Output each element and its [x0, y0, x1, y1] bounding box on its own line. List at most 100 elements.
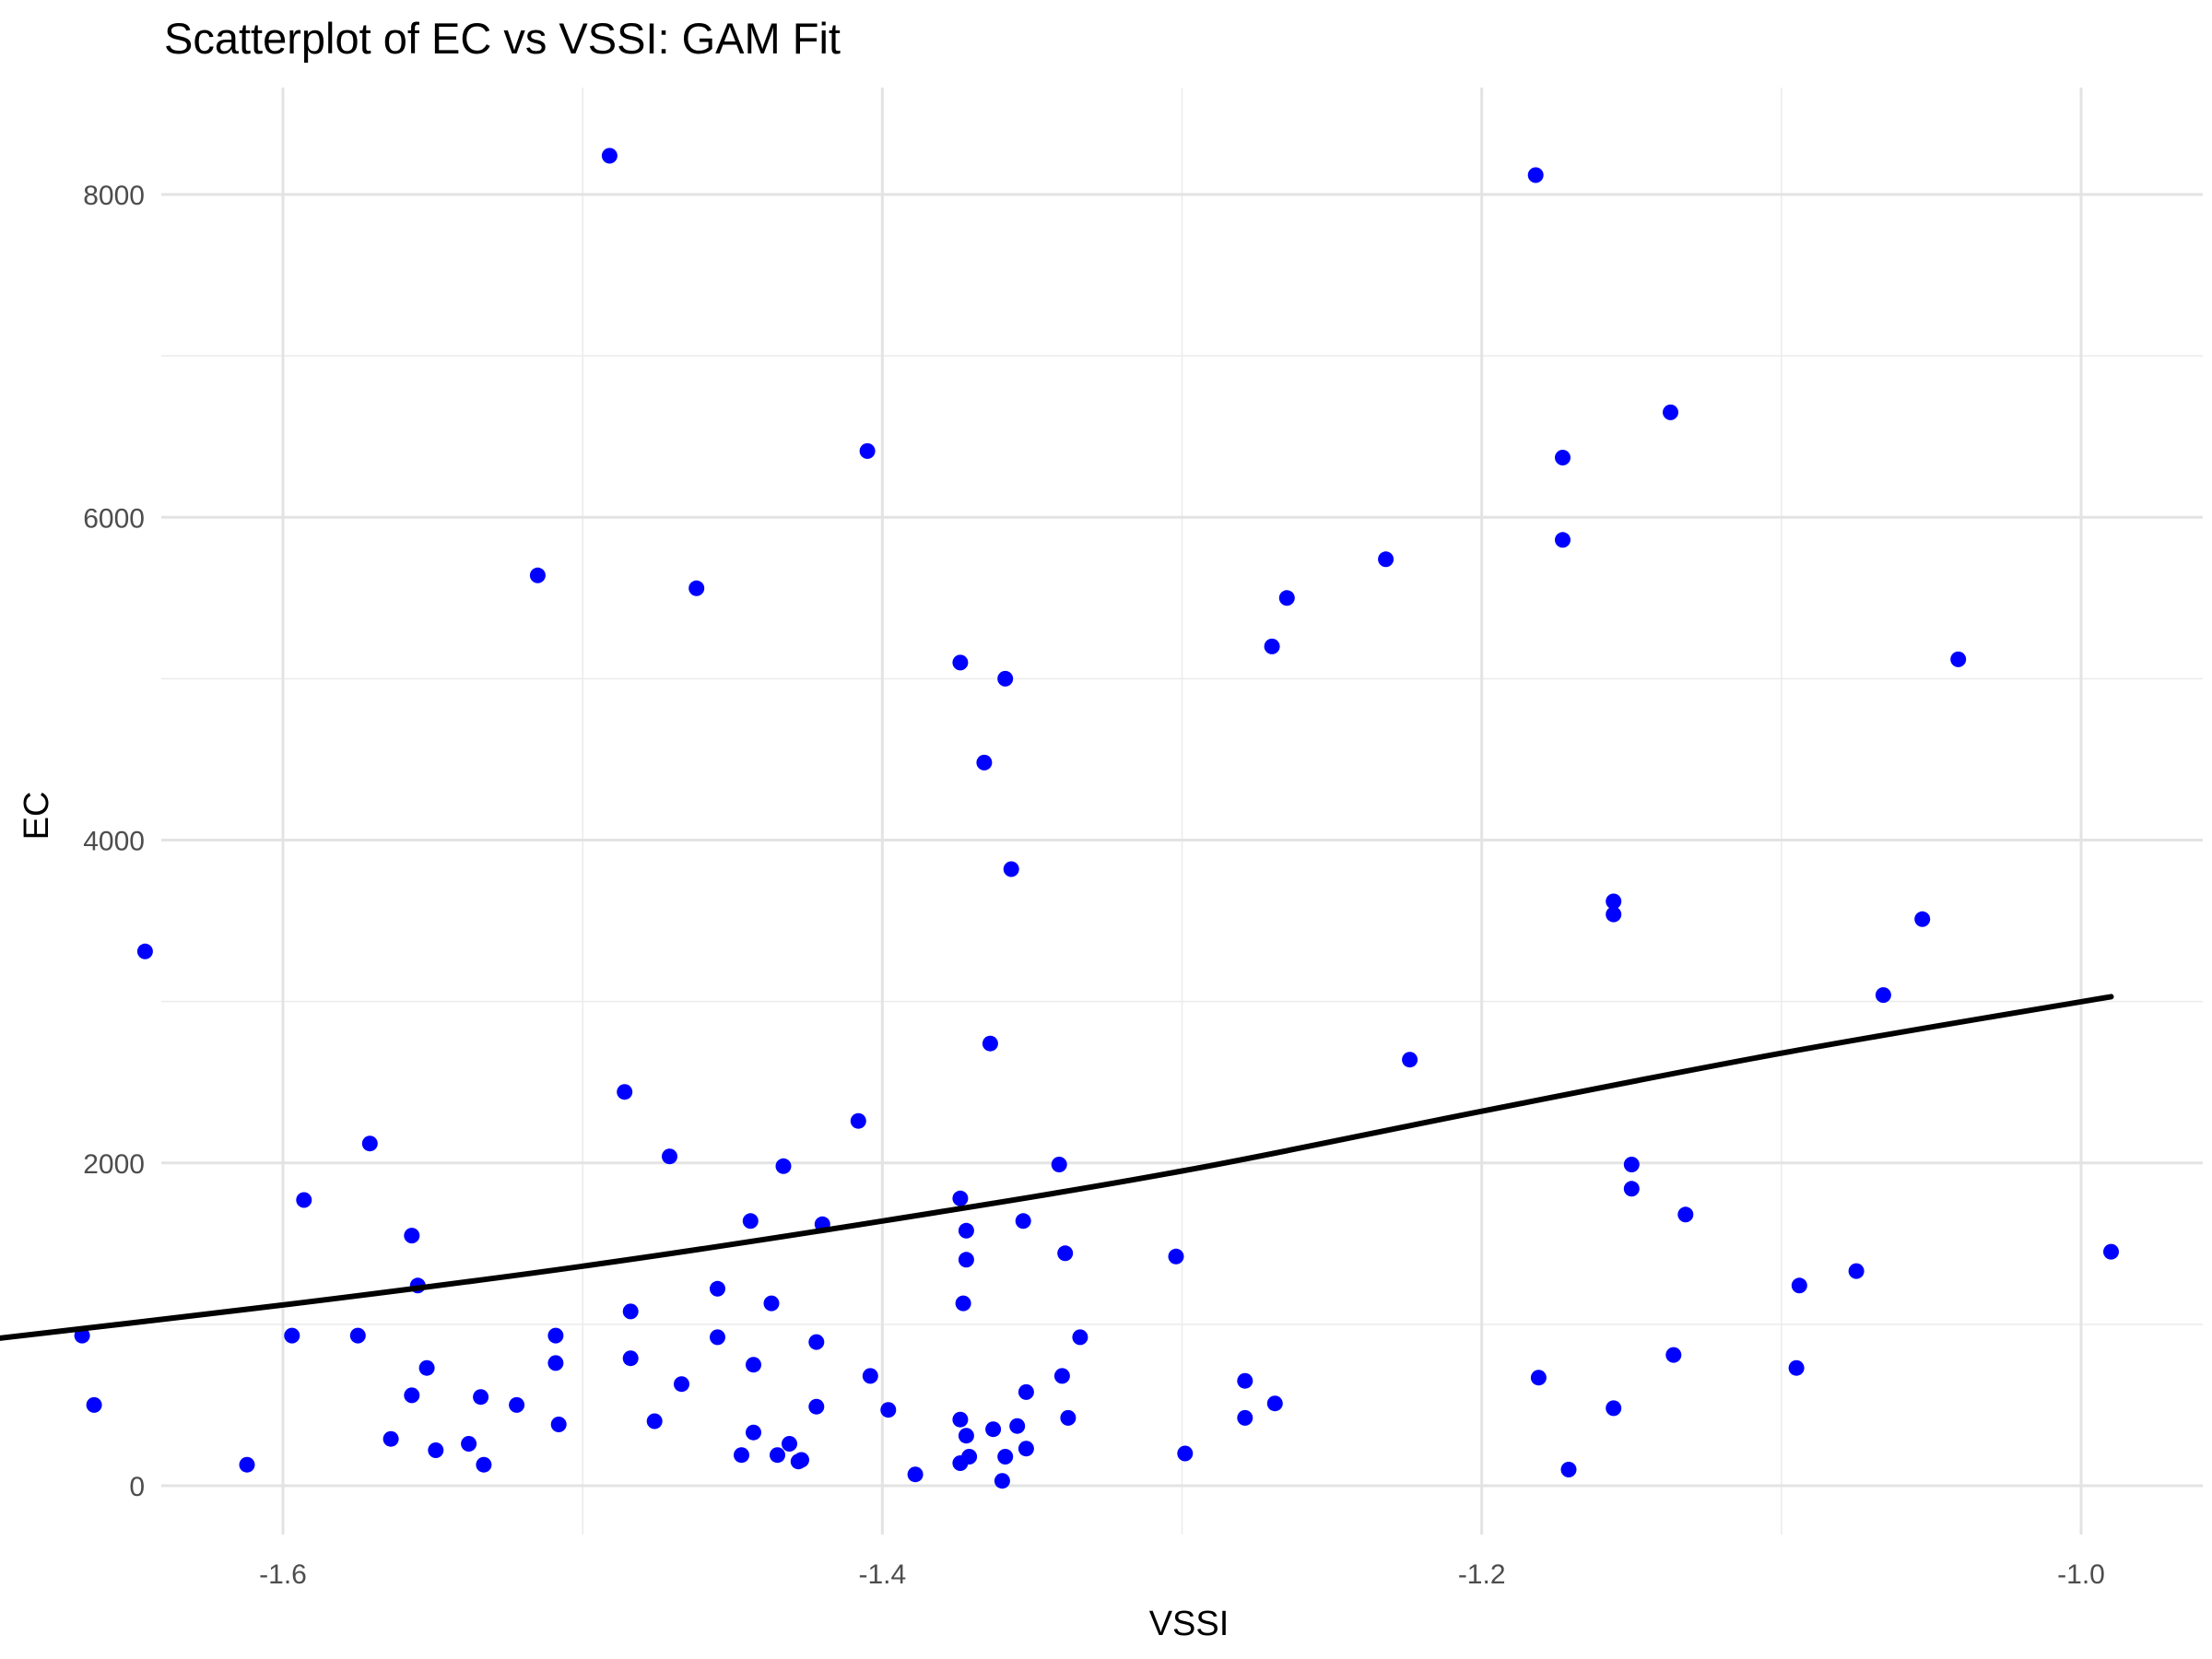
data-point [2103, 1243, 2119, 1260]
data-point [710, 1329, 725, 1346]
data-point [1791, 1277, 1807, 1294]
data-point [1003, 861, 1019, 877]
data-point [473, 1389, 489, 1406]
data-point [136, 943, 153, 959]
data-point [1527, 167, 1544, 183]
data-point [1623, 1157, 1640, 1172]
data-point [476, 1456, 492, 1473]
data-point [509, 1396, 525, 1413]
data-point [547, 1355, 564, 1371]
y-axis-ticks: 0 2000 4000 6000 8000 [83, 181, 145, 1502]
data-point [1530, 1370, 1547, 1386]
data-point [404, 1228, 420, 1244]
y-tick-label: 0 [129, 1472, 145, 1502]
data-point [550, 1417, 567, 1432]
data-point [763, 1295, 780, 1312]
data-point [1950, 651, 1967, 667]
data-point [734, 1447, 749, 1464]
data-point [1018, 1441, 1034, 1457]
data-points [74, 147, 2119, 1489]
data-point [1009, 1418, 1026, 1434]
data-point [1555, 532, 1571, 548]
data-point [349, 1327, 366, 1344]
data-point [1914, 911, 1931, 927]
data-point [1177, 1445, 1194, 1462]
data-point [1606, 906, 1622, 923]
data-point [808, 1334, 825, 1350]
data-point [1278, 590, 1295, 606]
data-point [958, 1252, 974, 1268]
data-point [982, 1035, 998, 1052]
x-tick-label: -1.6 [259, 1559, 307, 1590]
data-point [1057, 1245, 1074, 1262]
data-point [404, 1387, 420, 1404]
data-point [1677, 1206, 1694, 1223]
data-point [994, 1473, 1010, 1489]
data-point [1072, 1329, 1088, 1346]
y-axis-title: EC [18, 792, 56, 841]
data-point [1665, 1347, 1682, 1363]
data-point [997, 1449, 1014, 1465]
data-point [382, 1430, 399, 1447]
data-point [622, 1303, 639, 1320]
data-point [1875, 987, 1891, 1004]
data-point [284, 1327, 300, 1344]
data-point [976, 754, 993, 771]
data-point [1623, 1181, 1640, 1197]
data-point [428, 1442, 444, 1458]
data-point [461, 1436, 477, 1452]
data-point [952, 1411, 969, 1428]
data-point [239, 1456, 255, 1473]
x-tick-label: -1.2 [1458, 1559, 1506, 1590]
data-point [746, 1357, 761, 1373]
data-point [1168, 1248, 1184, 1265]
chart-title: Scatterplot of EC vs VSSI: GAM Fit [164, 14, 841, 63]
data-point [955, 1295, 971, 1312]
data-point [1051, 1157, 1067, 1172]
y-tick-label: 6000 [83, 503, 145, 534]
data-point [850, 1112, 866, 1129]
data-point [1060, 1409, 1077, 1426]
data-point [859, 442, 876, 459]
data-point [1663, 404, 1678, 420]
data-point [808, 1398, 825, 1415]
data-point [418, 1359, 435, 1376]
data-point [529, 567, 546, 583]
data-point [601, 147, 618, 164]
data-point [880, 1402, 897, 1418]
data-point [952, 1190, 969, 1206]
data-point [1053, 1368, 1070, 1384]
data-point [1015, 1213, 1031, 1230]
data-point [1555, 450, 1571, 465]
data-point [1788, 1359, 1805, 1376]
data-point [952, 654, 969, 671]
x-axis-ticks: -1.6 -1.4 -1.2 -1.0 [259, 1559, 2105, 1590]
gam-fit-line [0, 994, 2114, 1341]
data-point [1018, 1383, 1034, 1400]
x-axis-title: VSSI [1149, 1605, 1230, 1643]
x-tick-label: -1.0 [2057, 1559, 2105, 1590]
y-tick-label: 4000 [83, 827, 145, 857]
data-point [952, 1455, 969, 1471]
minor-grid [161, 88, 2203, 1535]
data-point [997, 670, 1014, 687]
data-point [1560, 1462, 1577, 1477]
data-point [646, 1413, 663, 1430]
data-point [1237, 1409, 1253, 1426]
data-point [746, 1424, 761, 1441]
data-point [775, 1158, 792, 1174]
data-point [770, 1447, 785, 1464]
data-point [662, 1148, 677, 1165]
data-point [782, 1436, 797, 1452]
data-point [1606, 1400, 1622, 1417]
data-point [1378, 551, 1394, 568]
data-point [790, 1453, 806, 1470]
data-point [985, 1421, 1002, 1438]
major-grid [161, 88, 2203, 1535]
data-point [710, 1280, 725, 1297]
data-point [742, 1213, 759, 1230]
data-point [617, 1084, 633, 1100]
y-tick-label: 2000 [83, 1149, 145, 1180]
x-tick-label: -1.4 [858, 1559, 906, 1590]
